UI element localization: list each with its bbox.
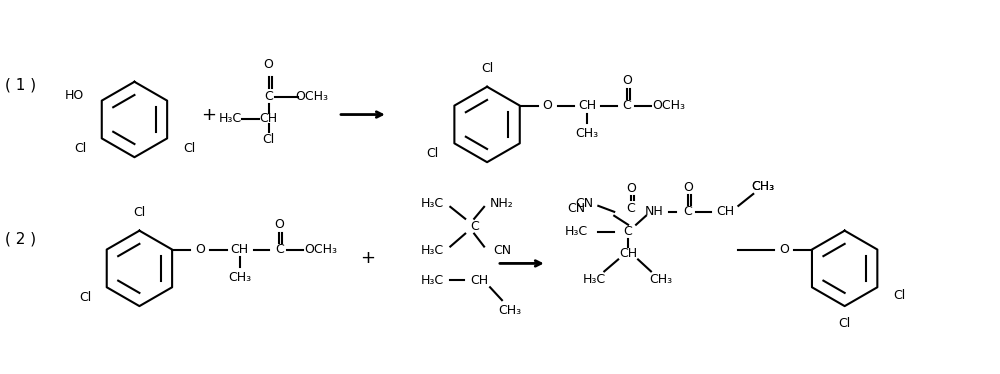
Text: C: C xyxy=(264,90,273,103)
Text: O: O xyxy=(543,99,553,112)
Text: H₃C: H₃C xyxy=(421,244,444,257)
Text: Cl: Cl xyxy=(426,147,439,160)
Text: Cl: Cl xyxy=(183,142,195,155)
Text: OCH₃: OCH₃ xyxy=(652,99,685,112)
Text: Cl: Cl xyxy=(481,62,493,76)
Text: CN: CN xyxy=(575,197,593,210)
Text: OCH₃: OCH₃ xyxy=(305,243,338,256)
Text: +: + xyxy=(201,105,216,123)
Text: CN: CN xyxy=(493,244,511,257)
Text: CH₃: CH₃ xyxy=(498,304,521,316)
Text: O: O xyxy=(274,218,284,231)
Text: Cl: Cl xyxy=(79,291,91,304)
Text: CN: CN xyxy=(567,202,586,215)
Text: CH: CH xyxy=(259,112,278,125)
Text: H₃C: H₃C xyxy=(421,197,444,210)
Text: H₃C: H₃C xyxy=(565,225,588,238)
Text: O: O xyxy=(195,243,205,256)
Text: C: C xyxy=(275,243,284,256)
Text: O: O xyxy=(779,243,789,256)
Text: Cl: Cl xyxy=(133,206,146,219)
Text: O: O xyxy=(626,183,636,196)
Text: OCH₃: OCH₃ xyxy=(295,90,328,103)
Text: C: C xyxy=(623,99,631,112)
Text: CH: CH xyxy=(578,99,596,112)
Text: O: O xyxy=(622,74,632,87)
Text: C: C xyxy=(683,205,692,218)
Text: C: C xyxy=(470,220,479,233)
Text: HO: HO xyxy=(64,89,84,102)
Text: CH₃: CH₃ xyxy=(228,271,251,284)
Text: Cl: Cl xyxy=(893,289,905,302)
Text: CH₃: CH₃ xyxy=(649,273,672,286)
Text: O: O xyxy=(683,181,693,193)
Text: ( 1 ): ( 1 ) xyxy=(5,77,36,92)
Text: CH: CH xyxy=(231,243,249,256)
Text: NH: NH xyxy=(645,205,663,218)
Text: C: C xyxy=(627,202,635,215)
Text: CH: CH xyxy=(619,247,637,260)
Text: O: O xyxy=(264,58,273,71)
Text: NH₂: NH₂ xyxy=(490,197,514,210)
Text: Cl: Cl xyxy=(839,318,851,331)
Text: H₃C: H₃C xyxy=(583,273,606,286)
Text: H₃C: H₃C xyxy=(421,274,444,287)
Text: CH₃: CH₃ xyxy=(752,180,775,193)
Text: Cl: Cl xyxy=(262,133,275,146)
Text: ( 2 ): ( 2 ) xyxy=(5,231,36,246)
Text: CH₃: CH₃ xyxy=(576,127,599,140)
Text: CH: CH xyxy=(716,205,735,218)
Text: H₃C: H₃C xyxy=(219,112,242,125)
Text: +: + xyxy=(360,249,375,267)
Text: CH₃: CH₃ xyxy=(752,180,775,193)
Text: Cl: Cl xyxy=(74,142,86,155)
Text: CH: CH xyxy=(470,274,488,287)
Text: C: C xyxy=(624,225,632,238)
